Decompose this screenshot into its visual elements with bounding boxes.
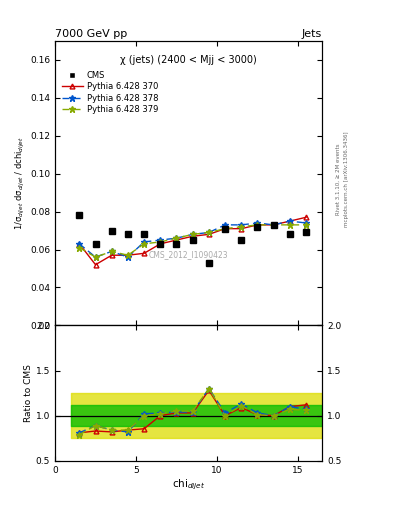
Pythia 6.428 378 [223, 222, 228, 228]
Pythia 6.428 378 [142, 239, 147, 245]
Pythia 6.428 379 [142, 241, 147, 247]
Pythia 6.428 379 [158, 239, 163, 245]
CMS [109, 227, 114, 233]
Pythia 6.428 379 [223, 226, 228, 232]
Pythia 6.428 379 [304, 222, 309, 228]
CMS [93, 241, 98, 247]
Pythia 6.428 378 [93, 254, 98, 260]
Text: Rivet 3.1.10, ≥ 2M events: Rivet 3.1.10, ≥ 2M events [336, 143, 341, 215]
Line: CMS: CMS [76, 212, 309, 266]
Pythia 6.428 379 [93, 254, 98, 260]
Pythia 6.428 379 [207, 229, 211, 236]
Pythia 6.428 370 [93, 262, 98, 268]
Pythia 6.428 378 [255, 220, 260, 226]
CMS [239, 237, 244, 243]
Pythia 6.428 370 [158, 241, 163, 247]
Y-axis label: 1/σ$_{dijet}$ dσ$_{dijet}$ / dchi$_{dijet}$: 1/σ$_{dijet}$ dσ$_{dijet}$ / dchi$_{dije… [14, 136, 27, 230]
Pythia 6.428 378 [109, 248, 114, 254]
CMS [223, 226, 228, 232]
Pythia 6.428 379 [109, 248, 114, 254]
Pythia 6.428 378 [271, 222, 276, 228]
Pythia 6.428 379 [125, 252, 130, 258]
CMS [190, 237, 195, 243]
Pythia 6.428 378 [174, 235, 179, 241]
Legend: CMS, Pythia 6.428 370, Pythia 6.428 378, Pythia 6.428 379: CMS, Pythia 6.428 370, Pythia 6.428 378,… [62, 71, 158, 114]
Pythia 6.428 379 [255, 222, 260, 228]
Text: CMS_2012_I1090423: CMS_2012_I1090423 [149, 250, 228, 259]
Pythia 6.428 370 [239, 226, 244, 232]
Pythia 6.428 378 [239, 222, 244, 228]
Pythia 6.428 378 [304, 220, 309, 226]
Pythia 6.428 370 [142, 250, 147, 257]
CMS [255, 224, 260, 230]
Pythia 6.428 378 [207, 229, 211, 236]
Pythia 6.428 379 [239, 224, 244, 230]
CMS [125, 231, 130, 238]
Pythia 6.428 370 [255, 222, 260, 228]
X-axis label: chi$_{dijet}$: chi$_{dijet}$ [172, 477, 206, 492]
CMS [174, 241, 179, 247]
Pythia 6.428 370 [223, 226, 228, 232]
Text: χ (jets) (2400 < Mjj < 3000): χ (jets) (2400 < Mjj < 3000) [120, 55, 257, 65]
Pythia 6.428 378 [125, 254, 130, 260]
CMS [207, 260, 211, 266]
CMS [288, 231, 292, 238]
Pythia 6.428 370 [190, 233, 195, 239]
Text: 7000 GeV pp: 7000 GeV pp [55, 29, 127, 39]
Line: Pythia 6.428 370: Pythia 6.428 370 [77, 215, 309, 267]
Text: mcplots.cern.ch [arXiv:1306.3436]: mcplots.cern.ch [arXiv:1306.3436] [344, 132, 349, 227]
Pythia 6.428 379 [288, 222, 292, 228]
Pythia 6.428 378 [77, 241, 82, 247]
Y-axis label: Ratio to CMS: Ratio to CMS [24, 364, 33, 422]
Pythia 6.428 370 [77, 241, 82, 247]
Pythia 6.428 370 [109, 252, 114, 258]
CMS [158, 241, 163, 247]
Pythia 6.428 370 [207, 231, 211, 238]
Pythia 6.428 379 [77, 245, 82, 251]
Pythia 6.428 379 [271, 222, 276, 228]
CMS [271, 222, 276, 228]
Pythia 6.428 370 [304, 214, 309, 220]
Pythia 6.428 370 [125, 252, 130, 258]
Pythia 6.428 370 [174, 237, 179, 243]
Pythia 6.428 370 [288, 218, 292, 224]
CMS [77, 212, 82, 219]
Pythia 6.428 378 [288, 218, 292, 224]
CMS [304, 229, 309, 236]
Line: Pythia 6.428 378: Pythia 6.428 378 [76, 218, 309, 260]
Pythia 6.428 370 [271, 222, 276, 228]
Pythia 6.428 378 [190, 231, 195, 238]
Pythia 6.428 379 [174, 235, 179, 241]
Pythia 6.428 379 [190, 231, 195, 238]
Pythia 6.428 378 [158, 237, 163, 243]
Text: Jets: Jets [302, 29, 322, 39]
Line: Pythia 6.428 379: Pythia 6.428 379 [76, 222, 309, 260]
CMS [142, 231, 147, 238]
